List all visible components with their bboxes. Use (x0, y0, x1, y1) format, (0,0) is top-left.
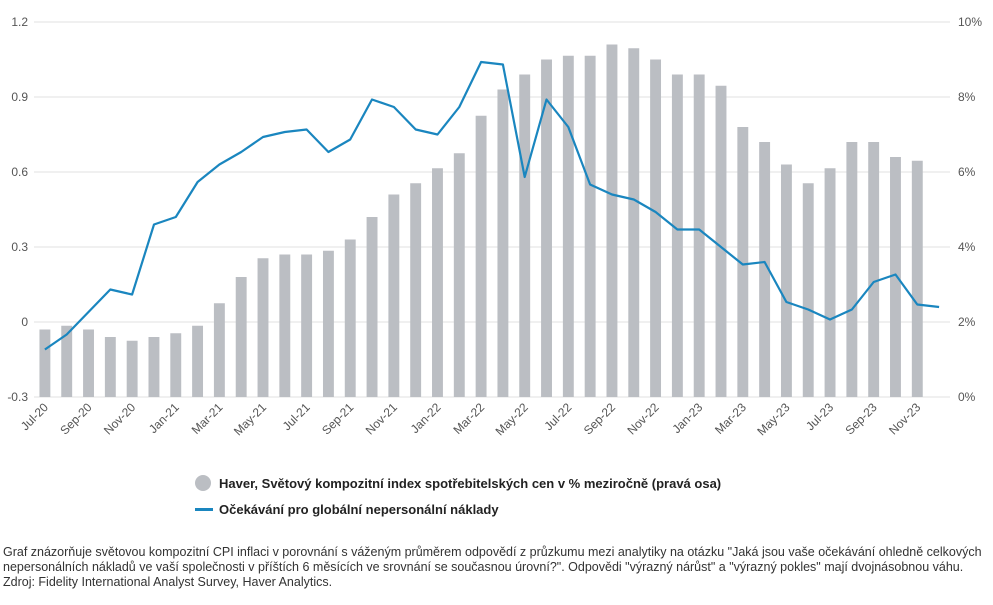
legend-swatch-costs (195, 507, 213, 511)
cpi-bar (671, 74, 683, 397)
cpi-bar (780, 164, 792, 397)
x-axis-tick-label: Sep-22 (581, 400, 618, 437)
cpi-bar (322, 250, 334, 397)
x-axis-tick-label: Jan-22 (408, 400, 444, 436)
x-axis-tick-label: May-22 (493, 400, 531, 438)
cpi-bar (628, 48, 640, 397)
x-axis-tick-label: Jul-23 (803, 400, 836, 433)
cpi-bar (562, 55, 574, 397)
cpi-bar (366, 217, 378, 397)
cost-expectation-series-line (44, 60, 940, 351)
x-axis-tick-label: May-21 (231, 400, 269, 438)
cpi-bar (541, 59, 552, 397)
left-axis-tick-label: 0.3 (11, 240, 28, 254)
cpi-bar (432, 168, 443, 397)
cpi-bar (453, 153, 465, 397)
legend-label-costs: Očekávání pro globální nepersonální nákl… (219, 501, 499, 517)
cpi-bar (759, 142, 771, 397)
left-axis-tick-label: 0.6 (11, 165, 28, 179)
left-axis-ticks: -0.3 0 0.3 0.6 0.9 1.2 (7, 15, 28, 404)
x-axis-ticks: Jul-20 Sep-20 Nov-20 Jan-21 Mar-21 May-21 Jul-… (18, 400, 924, 438)
cpi-bar (301, 254, 313, 397)
cpi-bar (911, 160, 923, 397)
cpi-bar (61, 325, 73, 397)
cost-expectation-line (44, 60, 940, 351)
cpi-bars (39, 44, 923, 397)
right-axis-tick-label: 8% (958, 90, 976, 104)
cpi-bar (497, 89, 509, 397)
x-axis-tick-label: Nov-20 (101, 400, 138, 437)
legend-item-costs: Očekávání pro globální nepersonální nákl… (195, 496, 721, 522)
cpi-bar (257, 258, 269, 397)
x-axis-tick-label: Nov-21 (363, 400, 400, 437)
cpi-bar (213, 303, 225, 397)
x-axis-tick-label: Nov-23 (886, 400, 923, 437)
cpi-bar (170, 333, 182, 397)
legend-item-cpi: Haver, Světový kompozitní index spotřebi… (195, 470, 721, 496)
x-axis-tick-label: Jan-23 (669, 400, 705, 436)
cpi-bar (584, 55, 596, 397)
legend-swatch-cpi (195, 475, 211, 491)
gridlines (34, 21, 950, 398)
cpi-bar (650, 59, 662, 397)
cpi-bar (519, 74, 531, 397)
left-axis-tick-label: 0 (21, 315, 28, 329)
left-axis-tick-label: 0.9 (11, 90, 28, 104)
chart-area: -0.300.30.60.91.2 0%2%4%6%8%10% Jul-20 Se… (7, 15, 982, 438)
right-axis-tick-label: 0% (958, 390, 976, 404)
cpi-bar (475, 115, 487, 397)
x-axis-tick-label: Jul-21 (280, 400, 313, 433)
cpi-bar (890, 157, 901, 397)
cpi-bar (126, 340, 138, 397)
x-axis-tick-label: Mar-21 (189, 400, 226, 437)
x-axis-tick-label: Sep-21 (319, 400, 356, 437)
cpi-bar (83, 329, 94, 397)
x-axis-tick-label: Sep-23 (843, 400, 880, 437)
x-axis-tick-label: Nov-22 (624, 400, 661, 437)
x-axis-tick-label: Jul-22 (541, 400, 574, 433)
legend-label-cpi: Haver, Světový kompozitní index spotřebi… (219, 475, 722, 491)
right-axis-tick-label: 2% (958, 315, 976, 329)
cpi-bar (824, 168, 836, 397)
cpi-bar (388, 194, 400, 397)
x-axis-tick-label: Sep-20 (57, 400, 94, 437)
cpi-bar (715, 85, 727, 397)
right-axis-tick-label: 6% (958, 165, 976, 179)
x-axis-tick-label: May-23 (754, 400, 792, 438)
cpi-bar (192, 325, 204, 397)
legend: Haver, Světový kompozitní index spotřebi… (195, 470, 721, 522)
cpi-bar (279, 254, 291, 397)
cpi-bar (846, 142, 858, 397)
cpi-bar (104, 337, 116, 397)
x-axis-tick-label: Mar-23 (712, 400, 749, 437)
chart-caption: Graf znázorňuje světovou kompozitní CPI … (3, 545, 982, 589)
cpi-bar (344, 239, 356, 397)
cpi-bar (148, 337, 160, 397)
cpi-bar (802, 183, 814, 397)
cpi-bar (410, 183, 422, 397)
cpi-bar (39, 329, 51, 397)
right-axis-tick-label: 10% (958, 15, 982, 29)
cpi-bar (235, 277, 247, 397)
left-axis-tick-label: -0.3 (7, 390, 28, 404)
cpi-bar (606, 44, 618, 397)
left-axis-tick-label: 1.2 (11, 15, 28, 29)
x-axis-tick-label: Jul-20 (18, 400, 51, 433)
cpi-bar (868, 142, 880, 397)
cpi-bar (693, 74, 705, 397)
cpi-bar (737, 127, 749, 397)
x-axis-tick-label: Jan-21 (146, 400, 182, 436)
right-axis-ticks: 0% 2% 4% 6% 8% 10% (958, 15, 982, 404)
right-axis-tick-label: 4% (958, 240, 976, 254)
x-axis-tick-label: Mar-22 (450, 400, 487, 437)
